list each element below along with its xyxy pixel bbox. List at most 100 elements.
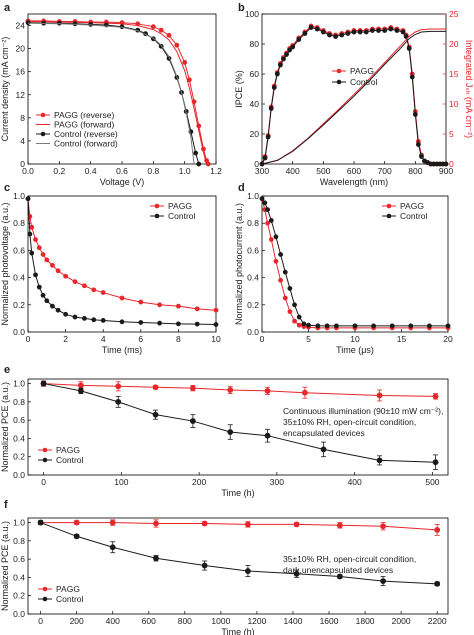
data-point xyxy=(40,380,47,387)
data-point xyxy=(153,555,159,562)
data-point xyxy=(324,323,330,329)
y-tick-label: 8 xyxy=(20,113,25,123)
y-tick-label: 80 xyxy=(250,39,260,49)
series-f-0 xyxy=(37,519,441,536)
data-point xyxy=(345,31,351,36)
data-point xyxy=(77,382,84,389)
y2-tick-label: 5 xyxy=(449,129,454,139)
data-point xyxy=(50,303,55,309)
panel-d: d 0 5 10 15 20 0.0 0.2 0.4 0.6 0.8 1.0 Time (μs) Norm… xyxy=(234,182,453,355)
data-point xyxy=(306,322,311,328)
legend-label: PAGG (reverse) xyxy=(54,110,114,120)
x-tick-label: 1.2 xyxy=(210,166,222,176)
x-tick-label: 600 xyxy=(142,616,156,626)
legend-label: PAGG xyxy=(400,201,424,211)
x-tick-label: 0 xyxy=(26,334,31,344)
annotation-line: encapsulated devices xyxy=(283,428,365,438)
x-tick-label: 0.4 xyxy=(85,166,97,176)
data-point xyxy=(150,24,156,30)
data-point xyxy=(157,302,162,308)
data-point xyxy=(400,29,406,35)
series-line xyxy=(27,22,195,165)
x-tick-label: 0 xyxy=(260,334,265,344)
y2-tick-label: 0 xyxy=(449,159,454,169)
y-tick-label: 40 xyxy=(250,99,260,109)
data-point xyxy=(394,28,400,33)
data-point xyxy=(50,262,55,268)
data-point xyxy=(432,459,439,466)
y-tick-label: 1.0 xyxy=(13,518,25,528)
data-point xyxy=(271,85,277,90)
data-point xyxy=(91,287,97,293)
y-tick-label: 16 xyxy=(16,67,26,77)
y-axis-label: Normalized photovoltage (a.u.) xyxy=(0,202,10,325)
data-point xyxy=(82,315,87,321)
data-point xyxy=(40,252,46,257)
data-point xyxy=(282,295,288,301)
data-point xyxy=(153,520,159,527)
data-point xyxy=(292,318,297,324)
data-point xyxy=(363,29,369,35)
y-tick-label: 0.0 xyxy=(13,609,25,619)
series-line xyxy=(43,383,436,463)
x-tick-label: 0.8 xyxy=(147,166,159,176)
series-line xyxy=(40,522,438,531)
series-d-1 xyxy=(259,196,451,329)
x-tick-label: 0.2 xyxy=(53,166,65,176)
data-point xyxy=(152,384,159,391)
series-line xyxy=(261,30,446,165)
data-point xyxy=(189,385,196,392)
data-point xyxy=(406,46,412,51)
y-tick-label: 0.2 xyxy=(13,452,25,462)
y-tick-label: 0.8 xyxy=(13,397,25,407)
data-point xyxy=(282,269,288,275)
data-point xyxy=(284,52,289,57)
legend-a: PAGG (reverse)PAGG (forward)Control (rev… xyxy=(36,110,118,149)
y2-tick-label: 10 xyxy=(449,99,459,109)
x-tick-label: 4 xyxy=(101,334,106,344)
data-point xyxy=(327,32,332,38)
y-tick-label: 0.4 xyxy=(247,273,259,283)
data-point xyxy=(73,519,80,526)
data-point xyxy=(265,220,270,226)
data-point xyxy=(63,273,68,279)
x-tick-label: 10 xyxy=(350,334,360,344)
data-point xyxy=(419,154,424,159)
data-point xyxy=(174,42,180,48)
data-point xyxy=(380,578,387,584)
data-point xyxy=(138,320,144,325)
data-point xyxy=(119,295,125,301)
data-point xyxy=(213,322,219,327)
data-point xyxy=(382,28,388,33)
x-tick-label: 300 xyxy=(270,477,284,487)
data-point xyxy=(287,47,292,53)
y-tick-label: 0.6 xyxy=(13,415,25,425)
data-point xyxy=(273,234,279,240)
x-tick-label: 1800 xyxy=(356,616,375,626)
panel-f: f 0 200 400 600 800 1000 1200 1400 1600 1800 2000 22… xyxy=(0,499,449,635)
x-tick-label: 8 xyxy=(176,334,181,344)
data-point xyxy=(403,34,409,39)
data-point xyxy=(245,521,251,528)
data-point xyxy=(287,309,293,314)
legend-swatch-marker xyxy=(336,68,342,74)
data-point xyxy=(369,28,375,33)
data-point xyxy=(91,317,97,323)
data-point xyxy=(29,224,35,230)
data-point xyxy=(213,307,219,313)
x-axis-label: Time (ms) xyxy=(102,345,142,355)
x-tick-label: 400 xyxy=(106,616,120,626)
data-point xyxy=(333,323,339,329)
y-tick-label: 0.8 xyxy=(13,536,25,546)
data-point xyxy=(82,283,87,289)
panel-label-d: d xyxy=(238,182,245,194)
data-point xyxy=(262,155,268,161)
x-tick-label: 500 xyxy=(316,166,330,176)
y-tick-label: 20 xyxy=(250,129,260,139)
panel-a: a 0.0 0.2 0.4 0.6 0.8 1.0 1.2 0 4 8 12 16 20 24 Voltage… xyxy=(0,2,222,187)
y-tick-label: 0.4 xyxy=(13,572,25,582)
data-point xyxy=(25,196,31,202)
data-point xyxy=(273,258,279,264)
data-point xyxy=(432,393,439,400)
